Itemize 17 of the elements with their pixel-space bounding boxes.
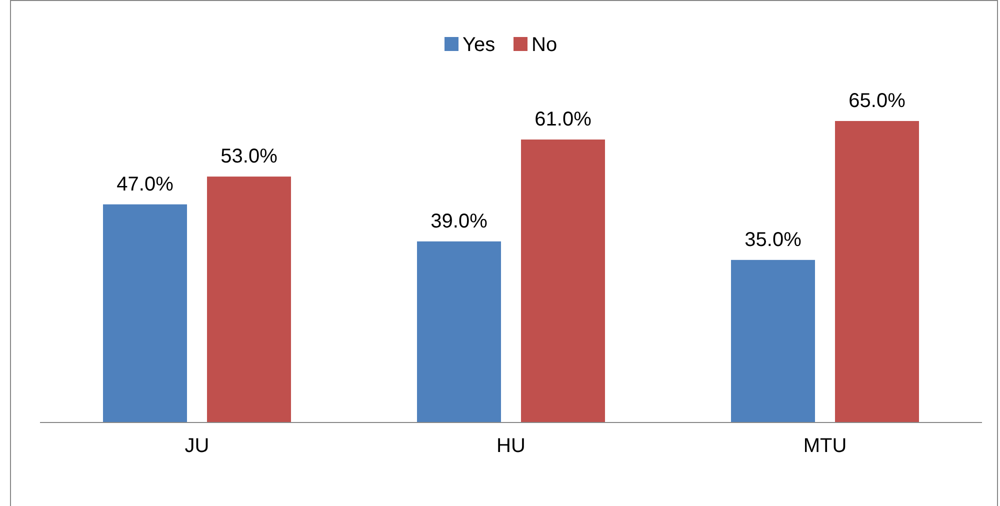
legend-label: Yes xyxy=(462,34,496,56)
x-tick-label: MTU xyxy=(803,435,847,457)
bar xyxy=(731,260,815,422)
bar xyxy=(417,241,501,422)
legend-label: No xyxy=(532,34,558,56)
data-label: 39.0% xyxy=(430,210,488,232)
data-label: 35.0% xyxy=(744,228,802,251)
data-label: 47.0% xyxy=(116,173,174,196)
bar xyxy=(835,121,919,422)
data-label: 53.0% xyxy=(220,146,278,168)
bar xyxy=(207,176,291,422)
bar xyxy=(521,140,605,422)
data-label: 65.0% xyxy=(848,90,906,112)
x-tick-label: HU xyxy=(496,435,526,457)
x-tick-label: JU xyxy=(184,435,210,457)
data-label: 61.0% xyxy=(534,108,592,131)
bar xyxy=(103,204,187,422)
